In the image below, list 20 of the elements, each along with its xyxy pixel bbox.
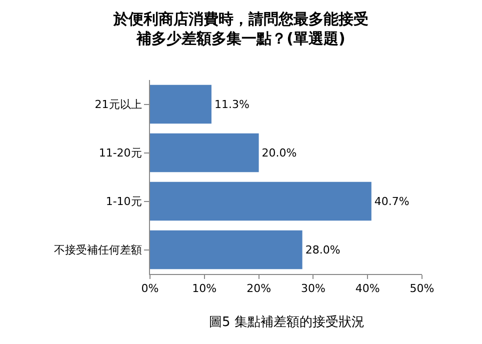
y-tick-label: 21元以上 bbox=[94, 98, 142, 112]
data-label: 11.3% bbox=[214, 98, 250, 111]
y-tick-label: 1-10元 bbox=[106, 195, 142, 208]
caption: 圖5 集點補差額的接受狀況 bbox=[209, 315, 364, 330]
bar bbox=[150, 133, 259, 172]
data-label: 28.0% bbox=[305, 243, 340, 256]
x-tick-label: 20% bbox=[246, 282, 272, 296]
x-tick-label: 50% bbox=[410, 282, 434, 296]
x-tick-label: 0% bbox=[141, 282, 159, 296]
bar bbox=[150, 230, 302, 270]
x-tick-label: 40% bbox=[355, 282, 380, 296]
y-tick-label: 11-20元 bbox=[98, 146, 142, 160]
y-tick-label: 不接受補任何差額 bbox=[54, 244, 142, 257]
data-label: 40.7% bbox=[374, 194, 410, 208]
bar bbox=[150, 84, 212, 124]
bar bbox=[150, 182, 372, 221]
x-tick-label: 10% bbox=[192, 282, 217, 296]
chart-title: 於便利商店消費時，請問您最多能接受補多少差額多集一點？(單選題) bbox=[112, 10, 368, 48]
x-tick-label: 30% bbox=[300, 282, 326, 296]
data-label: 20.0% bbox=[262, 146, 297, 160]
